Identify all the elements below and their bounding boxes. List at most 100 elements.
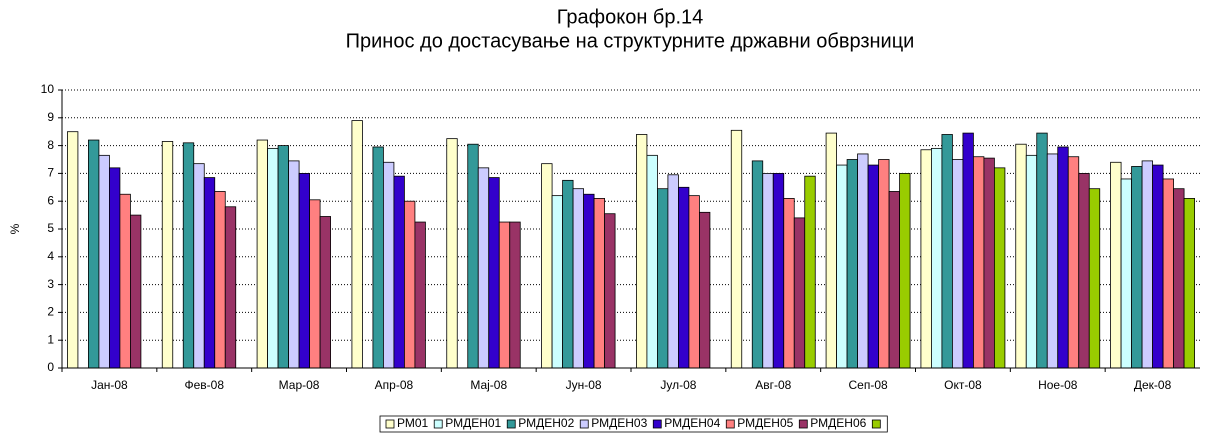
bar: [477, 167, 490, 369]
legend-swatch: [725, 419, 735, 429]
bar: [1078, 172, 1090, 369]
bar: [899, 172, 911, 369]
y-tick-label: 7: [47, 166, 54, 180]
bar: [678, 186, 690, 369]
bar: [762, 172, 774, 369]
legend-label: РМДЕН02: [518, 416, 574, 430]
bar: [256, 139, 268, 369]
bar: [98, 154, 110, 369]
bar: [267, 147, 279, 369]
bar: [393, 175, 405, 369]
x-tick-label: Јун-08: [566, 378, 602, 392]
bar: [498, 221, 511, 369]
bar: [1141, 160, 1153, 369]
legend-swatch: [385, 419, 395, 429]
chart-subtitle: Принос до достасување на структурните др…: [346, 30, 915, 52]
bar: [309, 199, 321, 369]
bar: [67, 131, 79, 369]
bar: [804, 175, 816, 369]
legend-label: РМ01: [397, 416, 429, 430]
y-tick-label: 2: [47, 305, 54, 319]
bar: [994, 167, 1006, 369]
legend-label: РМДЕН06: [810, 416, 866, 430]
x-tick-label: Окт-08: [944, 378, 982, 392]
bar: [224, 206, 237, 369]
y-tick-label: 10: [41, 82, 55, 96]
y-tick-label: 3: [47, 277, 54, 291]
bar: [109, 167, 121, 369]
bar: [193, 163, 205, 369]
bar: [920, 149, 932, 369]
bar: [1131, 166, 1143, 369]
chart-title: Графокон бр.14: [557, 6, 704, 28]
bar: [1183, 198, 1195, 369]
bar: [772, 172, 785, 369]
bar: [1173, 188, 1185, 369]
bar: [1162, 178, 1174, 369]
legend-swatch: [433, 419, 443, 429]
legend-label: РМДЕН01: [445, 416, 501, 430]
bar: [983, 157, 995, 369]
bar: [288, 160, 300, 369]
bar: [572, 188, 584, 369]
bar: [793, 217, 806, 369]
bar: [593, 198, 605, 369]
x-tick-label: Ное-08: [1038, 378, 1078, 392]
bar: [562, 179, 574, 369]
legend-label: РМДЕН05: [737, 416, 793, 430]
bar: [161, 141, 174, 369]
bar: [541, 163, 553, 369]
bar: [88, 139, 100, 369]
x-tick-label: Јан-08: [91, 378, 128, 392]
bar: [404, 200, 416, 369]
bar: [467, 143, 479, 369]
bar: [962, 132, 974, 369]
legend-label: РМДЕН03: [591, 416, 647, 430]
x-tick-label: Фев-08: [184, 378, 224, 392]
bar: [688, 195, 700, 369]
bar: [636, 134, 648, 369]
y-axis-label: %: [8, 223, 22, 234]
bar: [1025, 154, 1038, 369]
bar: [351, 120, 363, 369]
bar: [973, 156, 985, 369]
bar: [1067, 156, 1080, 369]
bar: [952, 159, 964, 369]
bar: [941, 134, 953, 369]
bar: [298, 172, 310, 369]
legend-swatch: [652, 419, 662, 429]
legend-swatch: [871, 419, 881, 429]
y-tick-label: 5: [47, 221, 54, 235]
bar: [319, 216, 331, 369]
bar: [214, 191, 226, 369]
bar: [604, 213, 616, 369]
bar: [699, 211, 711, 369]
bar: [825, 132, 837, 369]
y-tick-label: 1: [47, 332, 54, 346]
y-tick-label: 8: [47, 138, 54, 152]
bar: [583, 193, 595, 369]
bar: [488, 177, 500, 369]
y-tick-label: 6: [47, 193, 54, 207]
bar: [372, 146, 384, 369]
y-tick-label: 0: [47, 360, 54, 374]
bar: [751, 160, 764, 369]
bar: [414, 221, 426, 369]
bar: [1057, 146, 1069, 369]
bar: [646, 154, 658, 369]
x-tick-label: Дек-08: [1134, 378, 1172, 392]
bar: [1088, 188, 1101, 369]
x-tick-label: Јул-08: [660, 378, 696, 392]
bar: [182, 142, 195, 369]
y-tick-label: 4: [47, 249, 54, 263]
bar: [1046, 153, 1059, 369]
bar: [119, 193, 131, 369]
x-tick-label: Сеп-08: [848, 378, 888, 392]
bar: [730, 129, 743, 369]
bar: [1036, 132, 1048, 369]
bar: [277, 145, 289, 369]
bar: [867, 164, 879, 369]
bar: [1015, 143, 1027, 369]
x-tick-label: Мај-08: [470, 378, 507, 392]
